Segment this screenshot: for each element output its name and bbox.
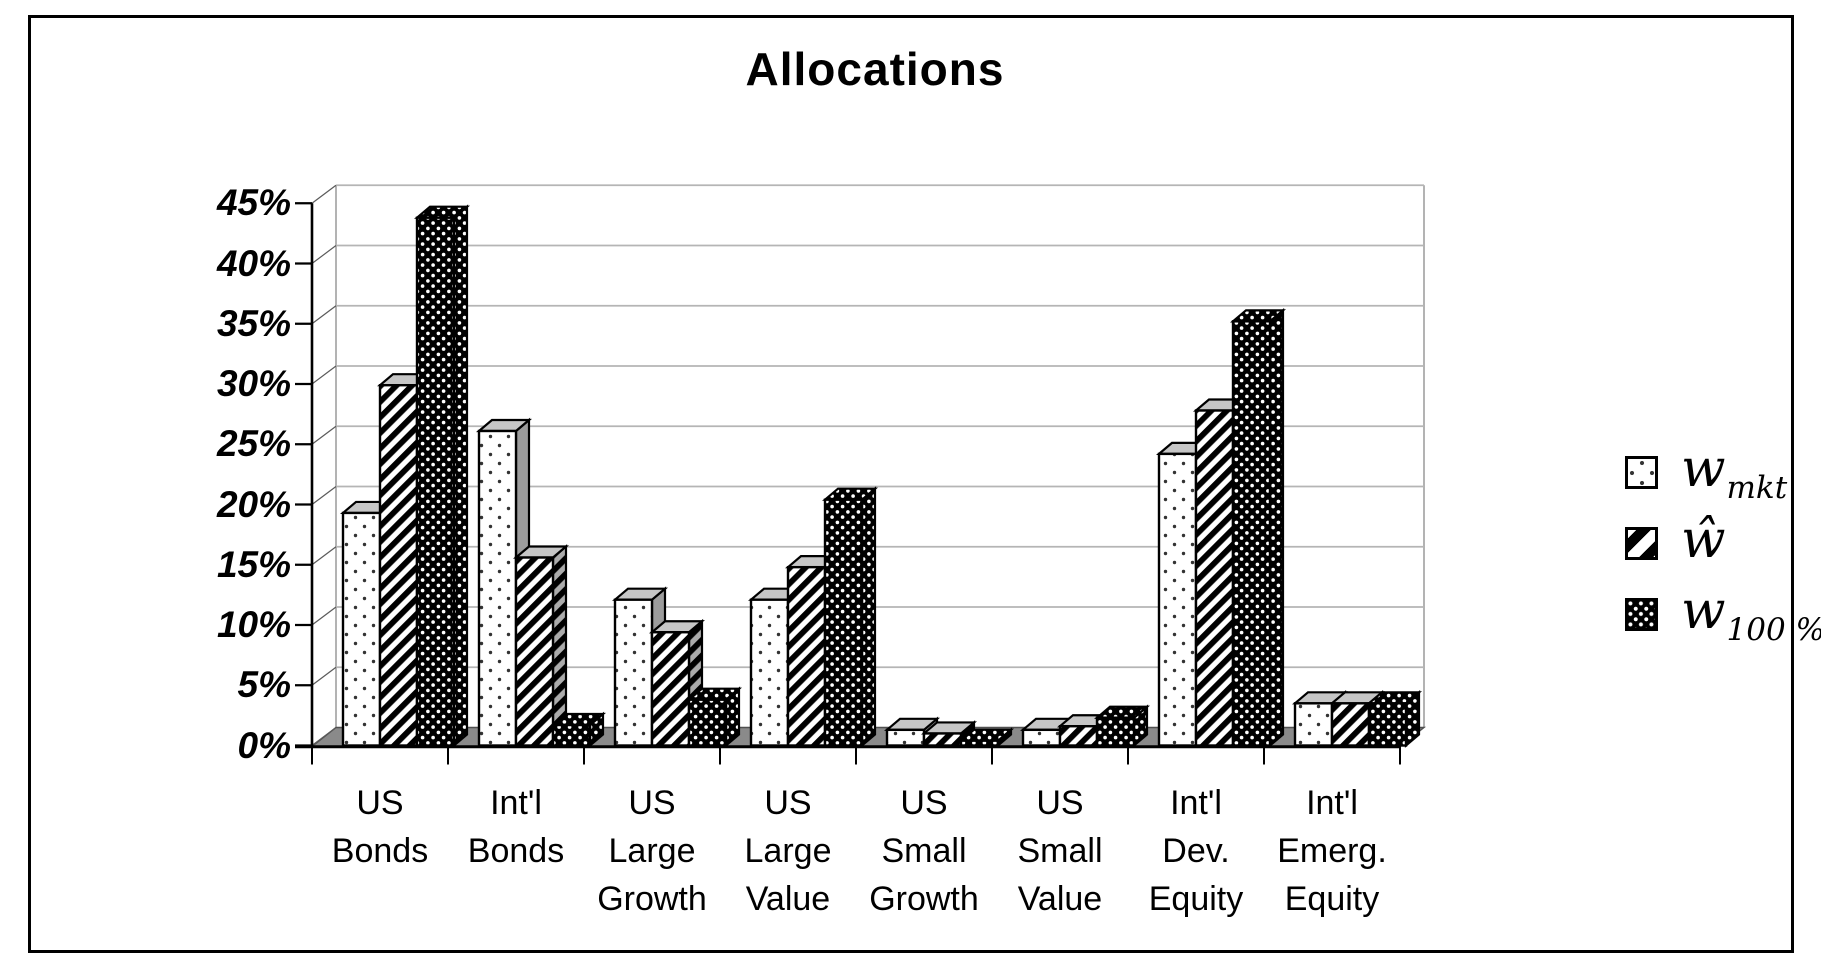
legend-item-w-100: w100 %: [1625, 585, 1821, 648]
bar-w_100%: [957, 727, 1015, 748]
bar-front-face: [551, 723, 592, 747]
bar-front-face: [823, 498, 864, 747]
bar-w_hat: [648, 618, 706, 748]
category-label: US Bonds: [331, 784, 429, 870]
tick-diagonal: [311, 486, 337, 505]
bar-front-face: [959, 739, 1000, 747]
plot-back-wall: [335, 185, 1425, 728]
legend-item-w-mkt: wmkt: [1625, 443, 1815, 506]
bar-front-face: [1095, 716, 1136, 747]
bars: [339, 204, 1423, 748]
tick-diagonal: [311, 425, 337, 445]
legend: wmkt ŵ w100 %: [1625, 443, 1821, 665]
legend-swatch-dark-dots-icon: [1625, 597, 1658, 631]
y-axis-tick-label: 20%: [216, 483, 291, 525]
chart-title: Allocations: [745, 43, 1005, 95]
bar-w_100%: [1093, 704, 1151, 748]
bar-front-face: [1367, 702, 1408, 747]
bar-front-face: [650, 631, 691, 747]
bar-front-face: [477, 429, 518, 747]
tick-diagonal: [311, 546, 337, 566]
bar-front-face: [1231, 320, 1272, 747]
bar-front-face: [749, 598, 790, 747]
tick-diagonal: [311, 365, 337, 385]
bar-front-face: [786, 565, 827, 747]
bar-front-face: [341, 511, 382, 747]
y-axis-tick-label: 5%: [237, 664, 291, 706]
tick-diagonal: [311, 606, 337, 626]
tick-diagonal: [311, 727, 337, 746]
category-label: US Large Value: [744, 784, 832, 918]
category-label: Int'l Dev. Equity: [1148, 784, 1244, 918]
bar-w_100%: [685, 686, 743, 748]
category-label: US Small Growth: [869, 784, 979, 918]
bar-w_100%: [821, 486, 879, 748]
bar-side-face: [1268, 307, 1285, 748]
bar-front-face: [1194, 409, 1235, 747]
bar-front-face: [514, 556, 555, 747]
bar-front-face: [415, 216, 456, 747]
bar-w_100%: [413, 204, 471, 748]
y-axis-tick-label: 30%: [216, 363, 291, 404]
x-axis: [295, 745, 1401, 765]
y-axis-tick-label: 45%: [216, 182, 291, 224]
bar-front-face: [1058, 725, 1099, 747]
legend-label-w-100: w100 %: [1681, 580, 1821, 648]
bar-front-face: [1157, 452, 1198, 747]
legend-label-w-hat: ŵ: [1681, 509, 1726, 570]
bar-front-face: [613, 598, 654, 747]
legend-swatch-light-dots-icon: [1625, 455, 1658, 489]
y-axis-tick-label: 40%: [216, 242, 291, 284]
tick-diagonal: [311, 245, 337, 264]
bar-front-face: [885, 728, 926, 747]
bar-front-face: [1293, 702, 1334, 747]
y-axis-tick-label: 0%: [237, 724, 291, 766]
bar-front-face: [1330, 702, 1371, 747]
tick-diagonal: [311, 305, 337, 325]
legend-label-w-mkt: wmkt: [1681, 438, 1788, 506]
y-axis-tick-label: 25%: [216, 423, 291, 465]
legend-item-w-hat: ŵ: [1625, 514, 1815, 566]
category-label: Int'l Emerg. Equity: [1277, 784, 1387, 918]
category-label: US Small Value: [1017, 784, 1103, 918]
bar-side-face: [452, 204, 469, 748]
y-axis-tick-label: 15%: [216, 543, 291, 585]
bar-front-face: [378, 384, 419, 747]
bar-front-face: [1021, 728, 1062, 747]
category-label: Int'l Bonds: [467, 784, 565, 870]
y-axis-tick-label: 10%: [216, 604, 291, 645]
y-axis: [295, 184, 337, 748]
tick-diagonal: [311, 184, 337, 204]
bar-w_100%: [1365, 689, 1423, 748]
bar-front-face: [922, 732, 963, 747]
bar-side-face: [860, 486, 877, 748]
y-axis-tick-label: 35%: [216, 302, 291, 344]
bar-w_100%: [1229, 307, 1287, 748]
bar-w_100%: [549, 711, 607, 748]
bar-front-face: [687, 698, 728, 747]
tick-diagonal: [311, 666, 337, 686]
bar-w_hat: [512, 544, 570, 748]
legend-swatch-diagonal-stripes-icon: [1625, 526, 1658, 560]
category-label: US Large Growth: [597, 784, 707, 918]
